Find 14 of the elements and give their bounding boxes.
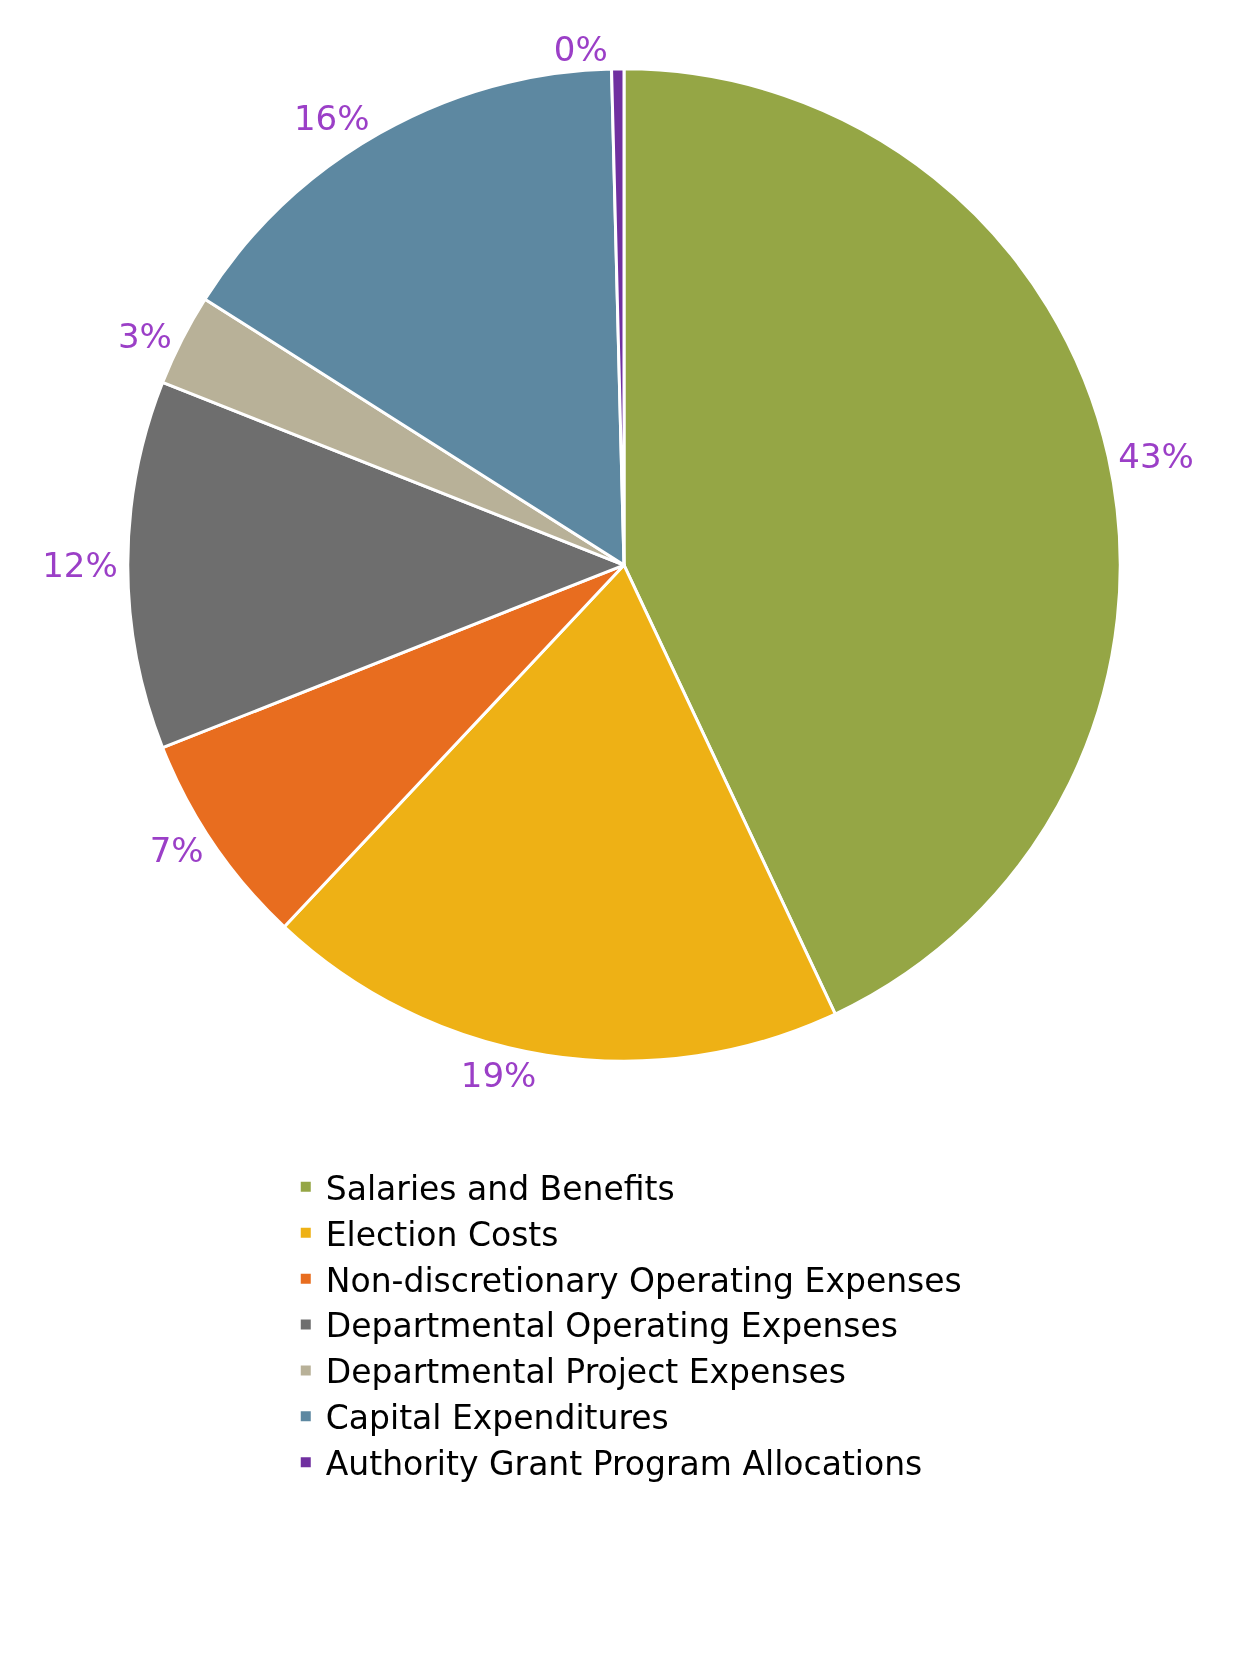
data-label: 3% bbox=[117, 315, 172, 356]
legend-label: Authority Grant Program Allocations bbox=[325, 1444, 923, 1484]
legend-label: Election Costs bbox=[325, 1214, 559, 1254]
legend-label: Departmental Operating Expenses bbox=[325, 1306, 899, 1346]
data-label: 12% bbox=[42, 545, 118, 586]
legend-label: Salaries and Benefits bbox=[325, 1168, 675, 1208]
data-label: 0% bbox=[553, 28, 608, 69]
legend-label: Capital Expenditures bbox=[325, 1398, 669, 1438]
data-label: 19% bbox=[460, 1054, 537, 1095]
legend-label: Departmental Project Expenses bbox=[325, 1352, 846, 1392]
data-label: 43% bbox=[1118, 435, 1194, 476]
legend-label: Non-discretionary Operating Expenses bbox=[325, 1260, 962, 1300]
data-label: 7% bbox=[149, 830, 204, 871]
data-label: 16% bbox=[293, 98, 370, 139]
